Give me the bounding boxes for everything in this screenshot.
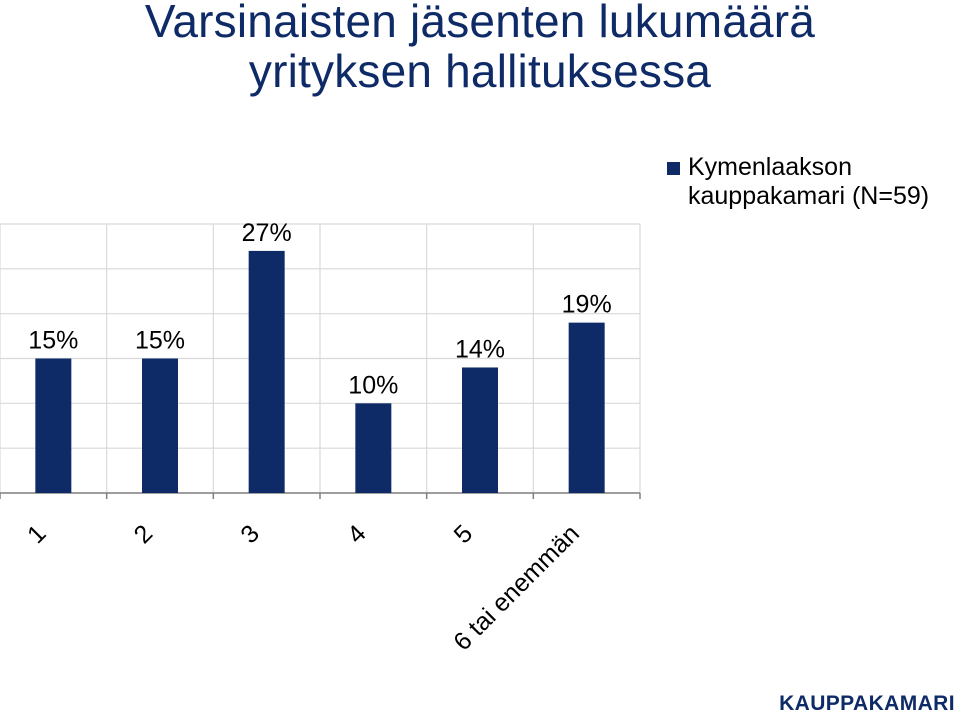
bar xyxy=(462,367,498,493)
chart-title-line-1: Varsinaisten jäsenten lukumäärä xyxy=(144,0,816,47)
x-tick-label: 3 xyxy=(235,519,265,549)
x-tick-label: 1 xyxy=(22,519,52,549)
bar xyxy=(248,250,285,493)
legend-label-line-1: Kymenlaakson xyxy=(688,153,852,181)
legend-label: Kymenlaakson kauppakamari (N=59) xyxy=(688,153,929,211)
chart-title-line-2: yrityksen hallituksessa xyxy=(248,45,712,97)
legend-swatch xyxy=(667,162,680,175)
data-label: 14% xyxy=(455,335,505,363)
data-label: 10% xyxy=(348,371,398,399)
data-label: 15% xyxy=(28,327,78,355)
bar xyxy=(355,403,392,493)
x-tick-label: 2 xyxy=(129,519,159,549)
kauppakamari-logo: KAUPPAKAMARI xyxy=(779,692,955,715)
data-label: 27% xyxy=(242,219,292,247)
x-tick-label: 5 xyxy=(449,519,479,549)
bar xyxy=(35,358,72,493)
x-tick-label: 4 xyxy=(342,519,372,549)
data-label: 15% xyxy=(135,327,185,355)
bar xyxy=(142,358,178,493)
legend-label-line-2: kauppakamari (N=59) xyxy=(688,182,930,210)
bar xyxy=(568,322,605,493)
data-label: 19% xyxy=(562,291,612,319)
chart-title: Varsinaisten jäsenten lukumäärä yritykse… xyxy=(0,0,960,96)
